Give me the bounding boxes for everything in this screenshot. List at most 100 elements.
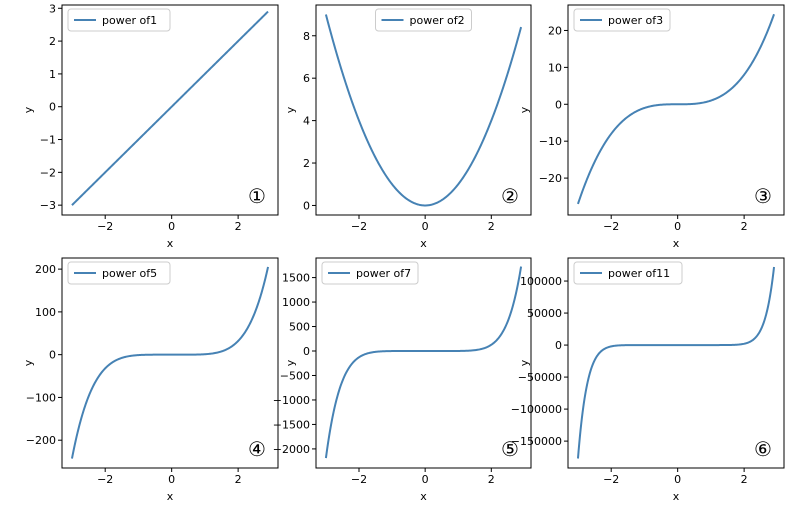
series-line-power-of2 (324, 14, 523, 207)
y-tick-label: 1 (49, 68, 56, 81)
y-tick-label: 2 (303, 157, 310, 170)
y-tick-label: 500 (289, 321, 310, 334)
y-tick-label: 1500 (282, 272, 310, 285)
y-tick-label: 0 (303, 199, 310, 212)
y-tick-label: 0 (555, 339, 562, 352)
x-tick-label: 0 (674, 220, 681, 233)
y-tick-label: 0 (555, 98, 562, 111)
legend-box (67, 261, 171, 285)
y-tick-label: 8 (303, 30, 310, 43)
series-line-power-of7 (324, 266, 523, 459)
y-tick-label: 6 (303, 72, 310, 85)
y-tick-label: 10 (548, 61, 562, 74)
x-tick-label: 0 (422, 473, 429, 486)
y-axis-label: y (284, 359, 297, 366)
legend-label: power of1 (102, 14, 157, 27)
x-tick-label: 2 (741, 220, 748, 233)
subplot-number: ① (248, 184, 266, 208)
series-line-power-of5 (70, 266, 270, 459)
legend-label: power of2 (410, 14, 465, 27)
subplot-number: ⑥ (754, 437, 772, 461)
legend-box (67, 8, 171, 32)
y-tick-label: 0 (49, 349, 56, 362)
x-axis-label: x (420, 490, 427, 503)
legend-label: power of7 (356, 267, 411, 280)
legend-box (321, 261, 419, 285)
subplot-number: ④ (248, 437, 266, 461)
y-tick-label: 0 (49, 101, 56, 114)
y-tick-label: −3 (40, 199, 56, 212)
x-axis-label: x (420, 237, 427, 250)
x-tick-label: 0 (168, 220, 175, 233)
legend: power of3 (573, 8, 671, 32)
y-tick-label: 20 (548, 24, 562, 37)
legend: power of5 (67, 261, 171, 285)
axes-frame (61, 4, 279, 216)
y-axis-label: y (22, 359, 35, 366)
x-tick-label: 2 (235, 473, 242, 486)
y-tick-label: 3 (49, 2, 56, 15)
y-tick-label: −100000 (511, 403, 562, 416)
x-tick-label: −2 (351, 220, 367, 233)
y-tick-label: −1 (40, 134, 56, 147)
legend-box (573, 261, 683, 285)
y-tick-label: 200 (35, 263, 56, 276)
y-axis-label: y (518, 106, 531, 113)
legend: power of2 (375, 8, 472, 32)
x-tick-label: 2 (488, 473, 495, 486)
subplot-5: −2 0 2 −2000 −1500 −1000 −500 0 500 1000 1500 x y pow… (273, 257, 532, 503)
x-tick-label: 0 (168, 473, 175, 486)
y-axis-label: y (284, 106, 297, 113)
y-tick-label: 100000 (520, 275, 562, 288)
subplot-number: ⑤ (501, 437, 519, 461)
x-tick-label: 0 (422, 220, 429, 233)
series-line-power-of1 (71, 10, 269, 206)
legend-label: power of11 (608, 267, 670, 280)
x-axis-label: x (673, 490, 680, 503)
y-tick-label: 1000 (282, 296, 310, 309)
x-axis-label: x (167, 237, 174, 250)
y-axis-label: y (518, 359, 531, 366)
y-tick-label: −2000 (273, 443, 310, 456)
legend-label: power of3 (608, 14, 663, 27)
x-tick-label: 0 (674, 473, 681, 486)
y-axis-label: y (22, 106, 35, 113)
y-tick-label: −50000 (518, 371, 562, 384)
x-axis-label: x (673, 237, 680, 250)
y-tick-label: −20 (539, 172, 562, 185)
y-tick-label: 100 (35, 306, 56, 319)
x-tick-label: −2 (603, 220, 619, 233)
axes-frame (315, 4, 532, 216)
subplot-number: ③ (754, 184, 772, 208)
y-tick-label: −150000 (511, 435, 562, 448)
x-tick-label: 2 (488, 220, 495, 233)
subplot-1: −2 0 2 −3 −2 −1 0 1 2 3 x y power of1 ① (22, 2, 279, 250)
legend: power of11 (573, 261, 683, 285)
subplot-number: ② (501, 184, 519, 208)
x-tick-label: −2 (603, 473, 619, 486)
x-tick-label: −2 (97, 220, 113, 233)
axes-frame (567, 257, 785, 469)
y-tick-label: −100 (26, 391, 56, 404)
axes-frame (315, 257, 532, 469)
legend-label: power of5 (102, 267, 157, 280)
x-tick-label: 2 (741, 473, 748, 486)
y-tick-label: −10 (539, 135, 562, 148)
x-axis-label: x (167, 490, 174, 503)
y-tick-label: −500 (280, 369, 310, 382)
x-tick-label: 2 (235, 220, 242, 233)
axes-frame (567, 4, 785, 216)
subplot-4: −2 0 2 −200 −100 0 100 200 x y power of5 ④ (22, 257, 279, 503)
y-tick-label: 2 (49, 35, 56, 48)
series-line-power-of11 (576, 266, 776, 459)
legend: power of7 (321, 261, 419, 285)
x-tick-label: −2 (351, 473, 367, 486)
y-tick-label: −1500 (273, 418, 310, 431)
axes-frame (61, 257, 279, 469)
series-line-power-of3 (577, 13, 775, 205)
subplot-6: −2 0 2 −150000 −100000 −50000 0 50000 100000 x y po… (511, 257, 785, 503)
subplot-2: −2 0 2 0 2 4 6 8 x y power of2 ② (284, 4, 532, 250)
y-tick-label: −1000 (273, 394, 310, 407)
